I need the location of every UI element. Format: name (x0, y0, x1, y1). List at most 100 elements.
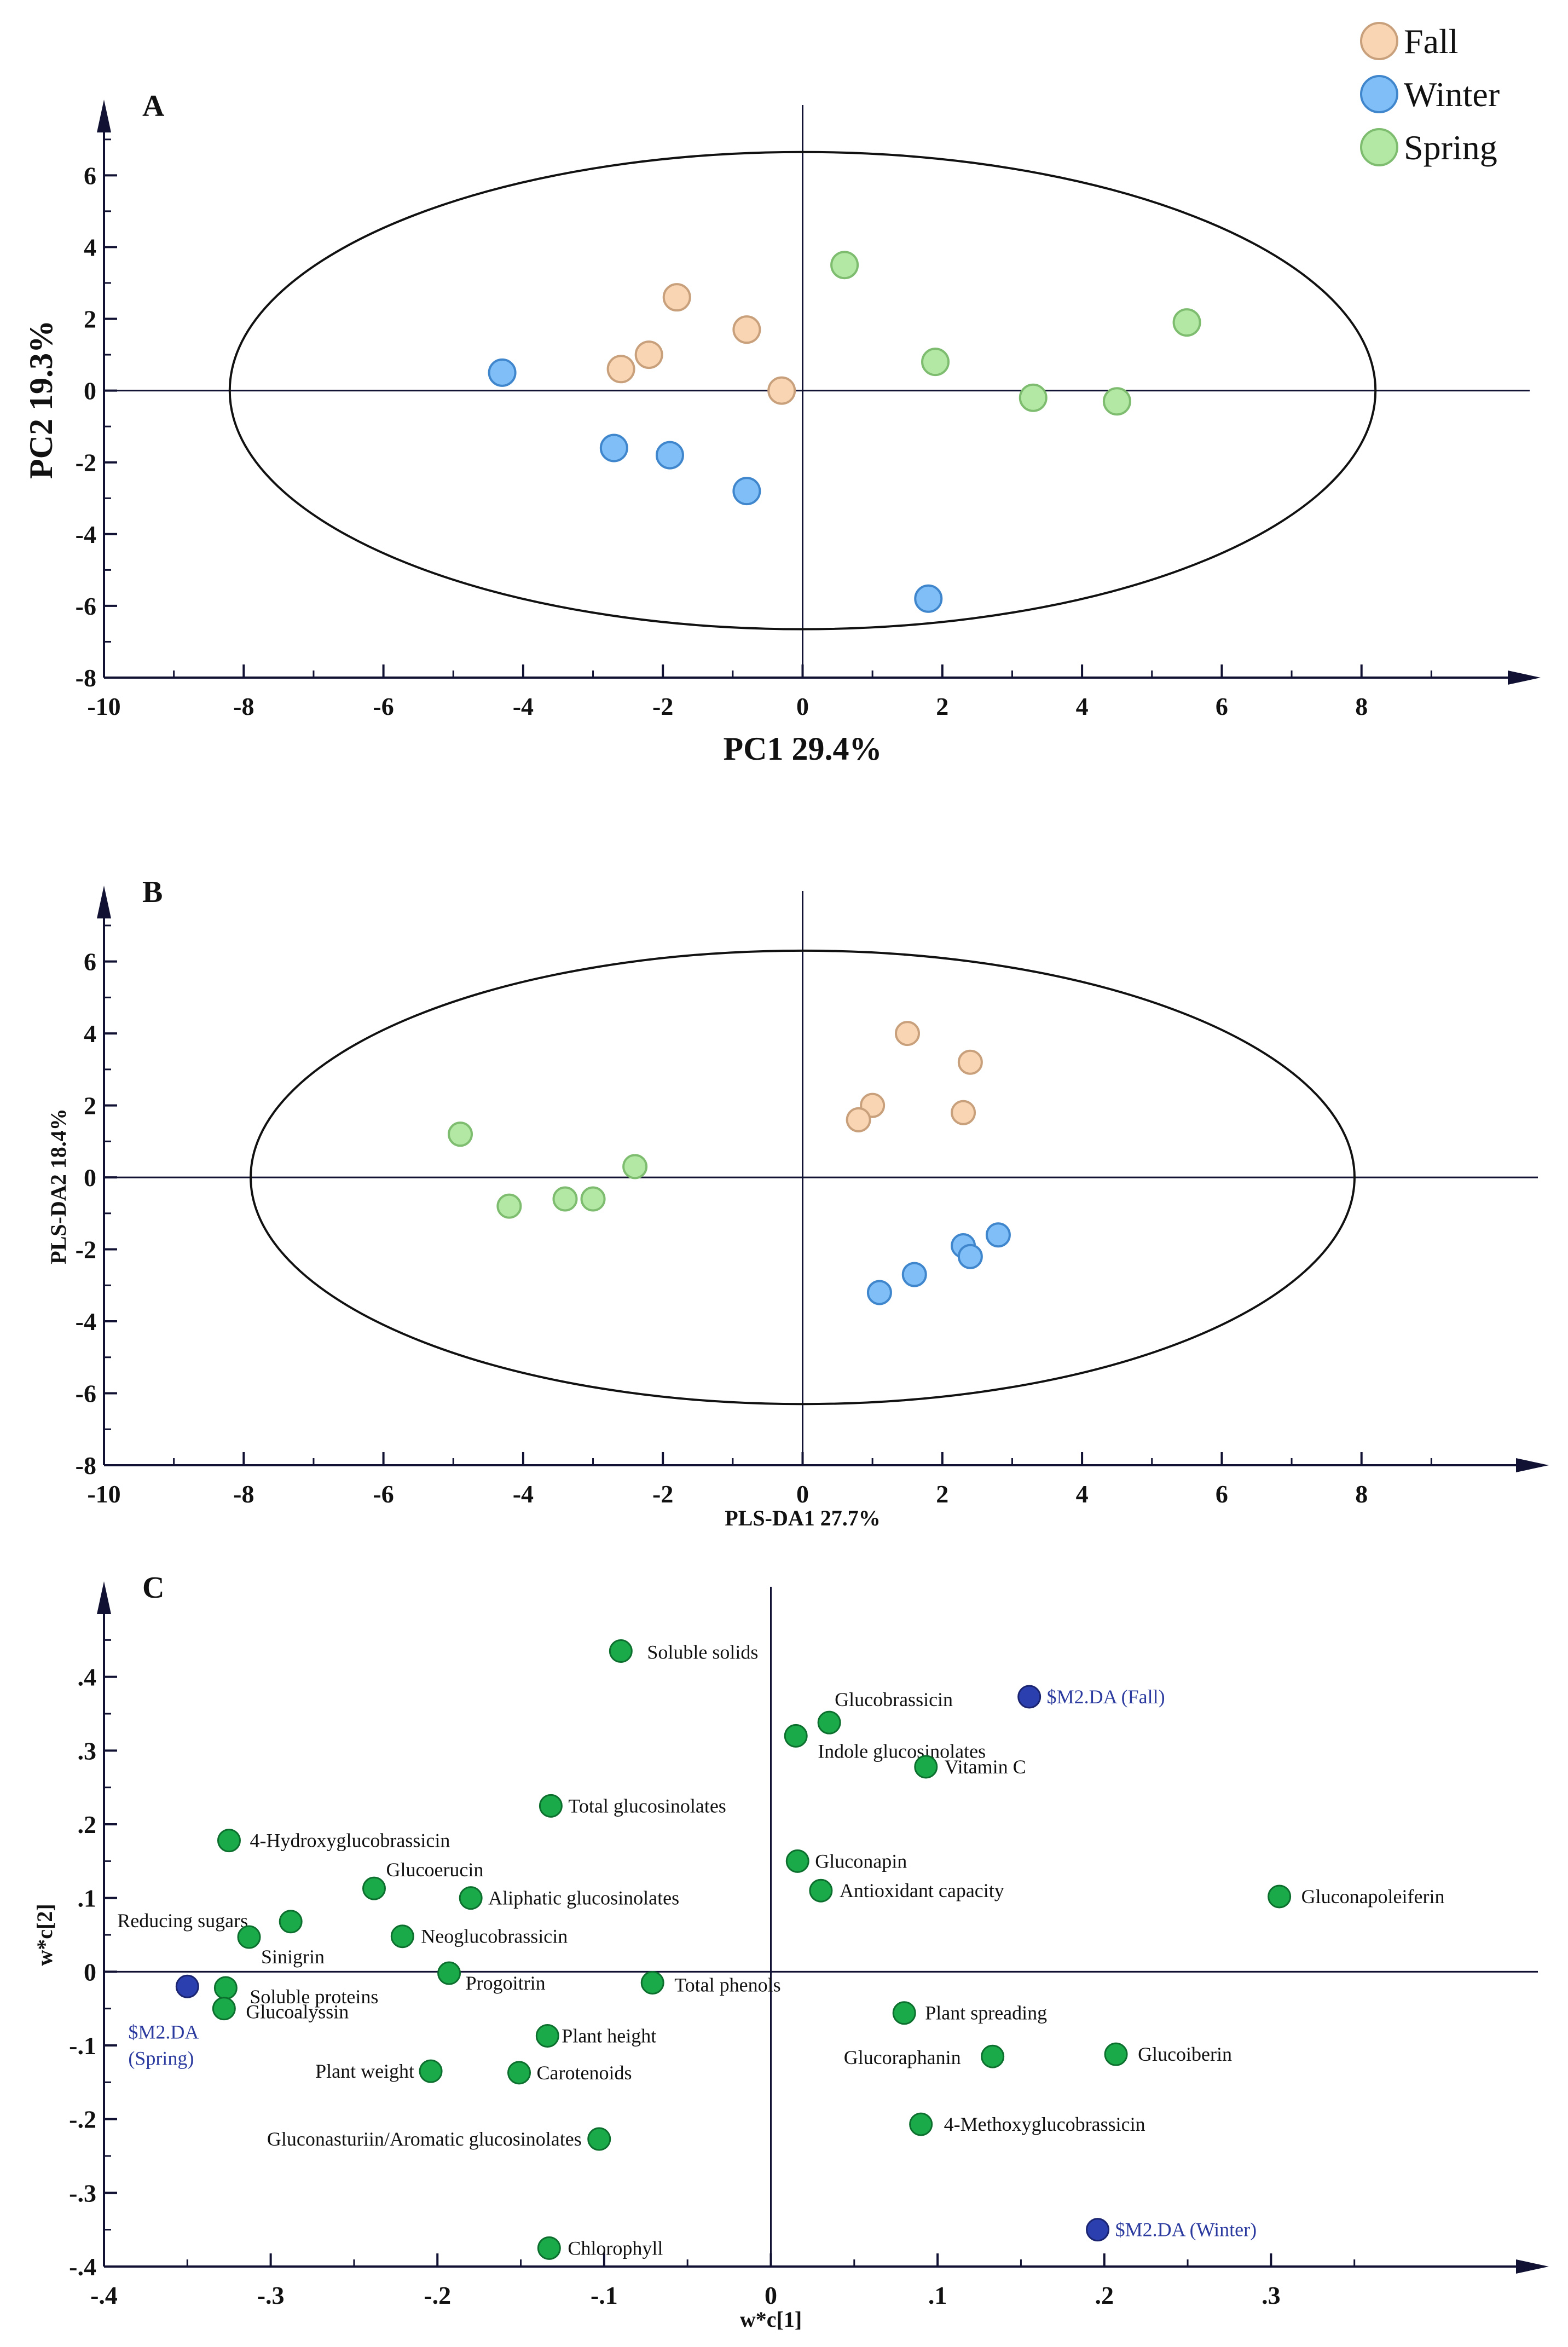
y-tick-label: -2 (76, 1236, 96, 1264)
y-tick-label: 0 (84, 1958, 96, 1986)
y-axis-arrowhead (97, 886, 111, 918)
variable-label: Glucoerucin (386, 1859, 483, 1881)
point-winter (866, 1280, 892, 1305)
point-winter (901, 1262, 927, 1287)
x-axis-title: PLS-DA1 27.7% (725, 1506, 880, 1530)
variable-point (237, 1925, 261, 1949)
y-tick-label: 6 (84, 948, 96, 976)
point-winter (985, 1222, 1011, 1248)
class-dummy-point (175, 1974, 199, 1998)
point-fall (767, 376, 796, 405)
y-tick-label: -.4 (69, 2253, 96, 2281)
y-tick-label: 4 (84, 233, 96, 261)
y-tick-label: 6 (84, 161, 96, 189)
x-tick-label: -.3 (257, 2281, 285, 2309)
x-axis-arrowhead (1516, 2259, 1549, 2274)
variable-label: Glucobrassicin (835, 1689, 953, 1710)
x-tick-label: 4 (1076, 1480, 1089, 1508)
variable-point (437, 1961, 461, 1985)
x-tick-label: 6 (1216, 692, 1228, 720)
point-winter (914, 584, 943, 613)
point-fall (606, 355, 635, 384)
x-tick-label: 6 (1216, 1480, 1228, 1508)
variable-point (539, 1794, 563, 1818)
variable-point (362, 1876, 386, 1900)
variable-point (817, 1710, 841, 1735)
x-tick-label: -6 (373, 1480, 394, 1508)
point-spring (496, 1193, 522, 1219)
legend-label-spring: Spring (1404, 128, 1497, 167)
variable-label: Aliphatic glucosinolates (488, 1887, 679, 1909)
variable-label: Glucoiberin (1138, 2043, 1232, 2065)
variable-point (909, 2112, 933, 2136)
variable-label: Vitamin C (945, 1756, 1026, 1778)
y-tick-label: 0 (84, 1164, 96, 1192)
point-fall (957, 1049, 983, 1075)
point-spring (830, 251, 859, 280)
class-dummy-point (1086, 2218, 1110, 2242)
y-axis-title: PLS-DA2 18.4% (46, 1108, 71, 1264)
variable-label: Neoglucobrassicin (421, 1926, 568, 1947)
variable-point (914, 1755, 938, 1779)
point-winter (599, 433, 628, 463)
x-tick-label: .2 (1095, 2281, 1114, 2309)
class-dummy-point (1017, 1685, 1042, 1709)
x-tick-label: .1 (928, 2281, 947, 2309)
variable-label: Soluble solids (647, 1641, 758, 1663)
variable-point (390, 1924, 414, 1949)
variable-point (809, 1878, 833, 1903)
y-tick-label: 0 (84, 377, 96, 405)
point-spring (921, 348, 950, 377)
y-tick-label: -2 (76, 449, 96, 477)
point-spring (552, 1186, 578, 1212)
x-tick-label: -.1 (591, 2281, 618, 2309)
variable-point (217, 1829, 241, 1853)
x-axis-title: PC1 29.4% (724, 731, 882, 767)
variable-point (609, 1639, 633, 1663)
point-winter (957, 1244, 983, 1269)
variable-label: Indole glucosinolates (818, 1740, 986, 1762)
variable-label: Soluble proteins (250, 1986, 378, 2008)
x-tick-label: 8 (1355, 692, 1368, 720)
variable-point (785, 1849, 809, 1873)
legend-label-fall: Fall (1404, 22, 1459, 61)
x-tick-label: 2 (936, 692, 948, 720)
variable-point (459, 1886, 483, 1910)
variable-point (587, 2127, 611, 2151)
y-tick-label: 2 (84, 305, 96, 333)
point-spring (622, 1154, 648, 1180)
variable-point (640, 1971, 664, 1995)
point-fall (846, 1107, 871, 1132)
y-axis-arrowhead (97, 100, 111, 132)
variable-label: Gluconapoleiferin (1301, 1886, 1445, 1907)
variable-point (892, 2001, 916, 2025)
point-spring (1102, 387, 1131, 416)
x-tick-label: -10 (87, 692, 120, 720)
x-tick-label: -8 (233, 692, 254, 720)
y-tick-label: -6 (76, 592, 96, 620)
panel-c-plot: w*c[1] w*c[2] Soluble solids Glucobrassicin… (32, 1639, 1445, 2332)
legend: Fall Winter Spring (1360, 22, 1500, 167)
class-dummy-label: $M2.DA (Spring) (128, 2021, 199, 2069)
variable-point (212, 1997, 236, 2021)
x-tick-label: -2 (652, 1480, 673, 1508)
legend-marker-spring (1360, 128, 1398, 166)
y-tick-label: -4 (76, 1308, 96, 1336)
y-tick-label: 2 (84, 1092, 96, 1120)
legend-label-winter: Winter (1404, 75, 1500, 114)
x-tick-label: 2 (936, 1480, 948, 1508)
point-spring (1019, 383, 1048, 412)
x-tick-label: .3 (1262, 2281, 1281, 2309)
panel-c-axes: -.4 -.3 -.2 -.1 0 .1 .2 .3 -.4 -.3 -.2 -.1 0 .1 .2 .3 .4… (69, 1571, 1549, 2309)
panel-label: A (142, 89, 165, 123)
x-tick-label: 4 (1076, 692, 1089, 720)
x-tick-label: -4 (513, 692, 534, 720)
point-spring (1172, 308, 1201, 337)
x-tick-label: -.4 (90, 2281, 118, 2309)
point-spring (448, 1122, 473, 1147)
hotelling-ellipse (228, 151, 1377, 631)
variable-point (535, 2024, 559, 2048)
y-axis-arrowhead (97, 1581, 111, 1614)
y-tick-label: -6 (76, 1380, 96, 1408)
